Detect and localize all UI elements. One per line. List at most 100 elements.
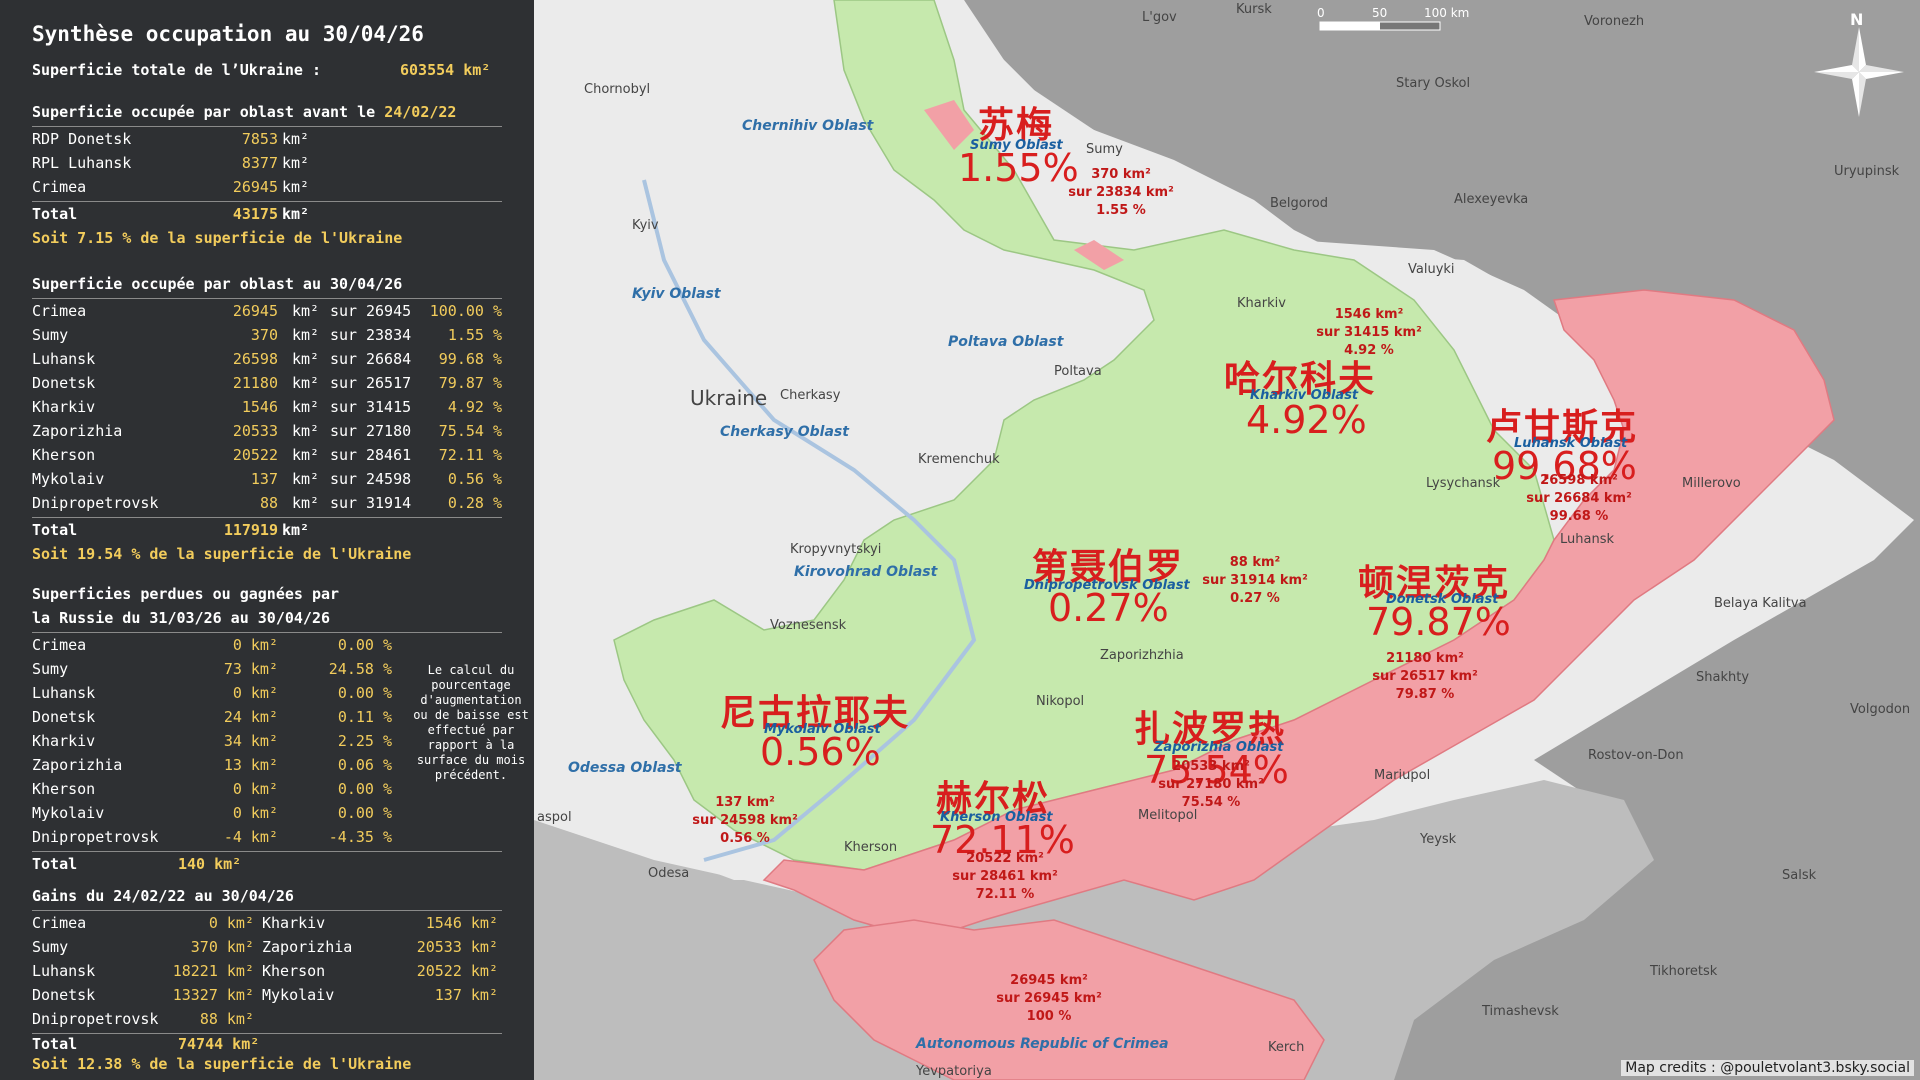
changes-total-label: Total xyxy=(32,855,78,873)
row-pct: 100.00 % xyxy=(429,302,502,320)
row-name: Mykolaiv xyxy=(262,986,335,1004)
changes-total-row: Total 140 km² xyxy=(32,852,502,876)
gains-row: Sumy 370 km² xyxy=(32,935,502,959)
row-total: 28461 xyxy=(366,446,412,464)
before-total-row: Total 43175 km² xyxy=(32,202,502,226)
kherson-cn-label: 赫尔松 xyxy=(936,779,1051,820)
dnipro-oblast-label: Dnipropetrovsk Oblast xyxy=(1024,578,1190,593)
current-total-label: Total xyxy=(32,521,78,539)
before-total-unit: km² xyxy=(282,205,310,223)
row-name: Dnipropetrovsk xyxy=(32,494,159,512)
before-row: RDP Donetsk 7853 km² xyxy=(32,127,502,151)
city-belaya-kalitva: Belaya Kalitva xyxy=(1714,596,1807,611)
change-row: Crimea 0 km² 0.00 % xyxy=(32,633,502,657)
current-row: Zaporizhia 20533 km² sur 27180 75.54 % xyxy=(32,419,502,443)
row-value: 0 km² xyxy=(232,780,278,798)
divider xyxy=(32,201,502,202)
kharkiv-stat-total: sur 31415 km² xyxy=(1316,325,1422,340)
current-summary: Soit 19.54 % de la superficie de l'Ukrai… xyxy=(32,545,412,563)
row-sur: sur xyxy=(330,326,358,344)
mykolaiv-pct-label: 0.56% xyxy=(760,730,881,774)
row-value: 0 km² xyxy=(208,914,254,932)
row-pct: 4.92 % xyxy=(447,398,502,416)
row-name: Dnipropetrovsk xyxy=(32,828,159,846)
kharkiv-occupied-sliver xyxy=(1074,240,1124,270)
changes-total-value: 140 km² xyxy=(178,855,242,873)
row-pct: 79.87 % xyxy=(438,374,502,392)
gains-heading: Gains du 24/02/22 au 30/04/26 xyxy=(32,887,294,905)
row-total: 26517 xyxy=(366,374,412,392)
city-izmail: aspol xyxy=(537,810,572,825)
row-pct: 75.54 % xyxy=(438,422,502,440)
luhansk-oblast-label: Luhansk Oblast xyxy=(1514,436,1628,451)
sumy-pct-label: 1.55% xyxy=(958,146,1079,190)
row-pct: 0.00 % xyxy=(337,780,392,798)
luhansk-pct-label: 99.68% xyxy=(1492,444,1637,488)
divider xyxy=(32,1033,502,1034)
kherson-stat-total: sur 28461 km² xyxy=(952,869,1058,884)
donetsk-pct-label: 79.87% xyxy=(1366,600,1511,644)
compass-icon xyxy=(1814,27,1904,117)
row-value: 7853 xyxy=(241,130,278,148)
row-name: Sumy xyxy=(32,938,69,956)
row-name: Dnipropetrovsk xyxy=(32,1010,159,1028)
city-mariupol: Mariupol xyxy=(1374,768,1431,783)
map-credit: Map credits : @pouletvolant3.bsky.social xyxy=(1621,1060,1914,1076)
row-total: 24598 xyxy=(366,470,412,488)
kharkiv-cn-label: 哈尔科夫 xyxy=(1224,359,1377,400)
row-sur: sur xyxy=(330,470,358,488)
row-value: 13327 km² xyxy=(172,986,254,1004)
scale-bar-grey xyxy=(1380,22,1440,30)
row-name: Mykolaiv xyxy=(32,804,105,822)
current-row: Kharkiv 1546 km² sur 31415 4.92 % xyxy=(32,395,502,419)
kharkiv-stat-pct: 4.92 % xyxy=(1344,343,1394,358)
mykolaiv-stats: 137 km² sur 24598 km² 0.56 % xyxy=(690,794,800,848)
gains-row: Zaporizhia 20533 km² xyxy=(262,935,502,959)
row-unit: km² xyxy=(292,398,320,416)
row-unit: km² xyxy=(292,326,320,344)
row-name: Sumy xyxy=(32,326,69,344)
city-alexeyevka: Alexeyevka xyxy=(1454,192,1529,207)
row-pct: 0.00 % xyxy=(337,636,392,654)
row-sur: sur xyxy=(330,302,358,320)
row-value: 34 km² xyxy=(223,732,278,750)
row-name: Crimea xyxy=(32,178,87,196)
kharkiv-pct-label: 4.92% xyxy=(1246,398,1367,442)
row-value: 20522 xyxy=(232,446,278,464)
current-row: Luhansk 26598 km² sur 26684 99.68 % xyxy=(32,347,502,371)
current-row: Mykolaiv 137 km² sur 24598 0.56 % xyxy=(32,467,502,491)
city-chornobyl: Chornobyl xyxy=(584,82,651,97)
changes-block: Crimea 0 km² 0.00 % Sumy 73 km² 24.58 % Luhans… xyxy=(32,633,529,849)
zaporizhia-cn-label: 扎波罗热 xyxy=(1134,709,1287,750)
row-value: 0 km² xyxy=(232,636,278,654)
row-value: 26945 xyxy=(232,302,278,320)
row-name: Crimea xyxy=(32,302,87,320)
divider xyxy=(32,126,502,127)
city-rostov: Rostov-on-Don xyxy=(1588,748,1684,763)
gains-right-table: Kharkiv 1546 km² Zaporizhia 20533 km² Kherso… xyxy=(262,911,502,1007)
row-pct: 0.00 % xyxy=(337,684,392,702)
dnipro-stat-pct: 0.27 % xyxy=(1230,591,1280,606)
changes-note: Le calcul du pourcentage d'augmentation … xyxy=(413,663,529,782)
row-unit: km² xyxy=(292,470,320,488)
oblast-label-poltava: Poltava Oblast xyxy=(948,334,1064,350)
dnipro-stat-area: 88 km² xyxy=(1229,555,1281,570)
donetsk-cn-label: 顿涅茨克 xyxy=(1358,563,1511,604)
sumy-oblast-label: Sumy Oblast xyxy=(970,138,1063,153)
before-total-value: 43175 xyxy=(232,205,278,223)
divider xyxy=(32,298,502,299)
current-heading: Superficie occupée par oblast au 30/04/2… xyxy=(32,275,403,293)
divider xyxy=(32,632,502,633)
current-row: Donetsk 21180 km² sur 26517 79.87 % xyxy=(32,371,502,395)
dnipro-stats: 88 km² sur 31914 km² 0.27 % xyxy=(1200,554,1310,608)
north-label: N xyxy=(1850,10,1864,29)
gains-row: Dnipropetrovsk 88 km² xyxy=(32,1007,502,1031)
change-row: Donetsk 24 km² 0.11 % xyxy=(32,705,502,729)
donetsk-stat-area: 21180 km² xyxy=(1386,651,1464,666)
gains-row: Kherson 20522 km² xyxy=(262,959,502,983)
row-pct: 2.25 % xyxy=(337,732,392,750)
city-sumy: Sumy xyxy=(1086,142,1123,157)
city-odesa: Odesa xyxy=(648,866,690,881)
city-lysychansk: Lysychansk xyxy=(1426,476,1501,491)
occupation-map[interactable]: 0 50 100 km N L'gov Kursk Voronezh Chorn… xyxy=(534,0,1920,1080)
